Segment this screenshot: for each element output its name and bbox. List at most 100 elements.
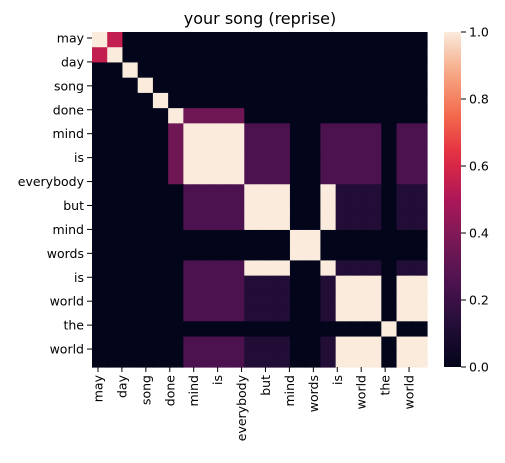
heatmap-cell <box>335 184 352 201</box>
heatmap-cell <box>259 199 276 216</box>
heatmap-cell <box>335 351 352 368</box>
heatmap-cell <box>244 47 261 64</box>
heatmap-cell <box>168 47 184 64</box>
heatmap-cell <box>305 336 322 353</box>
heatmap-cell <box>229 336 245 353</box>
heatmap-cell <box>152 62 169 79</box>
heatmap-cell <box>274 199 291 216</box>
heatmap-cell <box>396 290 413 307</box>
heatmap-cell <box>244 92 261 109</box>
heatmap-cell <box>152 336 169 353</box>
heatmap-cell <box>366 275 382 292</box>
heatmap-cell <box>244 62 261 79</box>
heatmap-cell <box>320 199 337 216</box>
heatmap-cell <box>229 92 245 109</box>
heatmap-cell <box>305 306 322 322</box>
heatmap-cell <box>366 321 382 338</box>
heatmap-cell <box>381 92 398 109</box>
heatmap-cell <box>152 123 169 140</box>
heatmap-cell <box>107 153 124 170</box>
heatmap-cell <box>381 321 398 338</box>
heatmap-cell <box>137 290 154 307</box>
heatmap-cell <box>259 47 276 64</box>
heatmap-cell <box>122 306 139 322</box>
heatmap-cell <box>137 47 154 64</box>
heatmap-cell <box>92 199 108 216</box>
heatmap-cell <box>152 275 169 292</box>
heatmap-cell <box>183 306 200 322</box>
heatmap-cell <box>168 260 184 277</box>
heatmap-cell <box>274 77 291 94</box>
heatmap-cell <box>259 336 276 353</box>
heatmap-cell <box>198 214 215 231</box>
heatmap-cell <box>366 199 382 216</box>
heatmap-cell <box>122 32 139 48</box>
heatmap-cell <box>396 184 413 201</box>
heatmap-cell <box>122 184 139 201</box>
heatmap-cell <box>92 229 108 246</box>
heatmap-cell <box>107 306 124 322</box>
heatmap-cell <box>396 77 413 94</box>
heatmap-cell <box>168 336 184 353</box>
heatmap-cell <box>213 275 230 292</box>
heatmap-cell <box>213 92 230 109</box>
heatmap-cell <box>137 77 154 94</box>
heatmap-cell <box>183 199 200 216</box>
x-tick-label: but <box>258 375 273 396</box>
heatmap-cell <box>335 138 352 155</box>
heatmap-cell <box>229 32 245 48</box>
heatmap-cell <box>183 108 200 124</box>
heatmap-cell <box>183 153 200 170</box>
heatmap-cell <box>122 245 139 262</box>
heatmap-cell <box>320 275 337 292</box>
heatmap-cell <box>274 306 291 322</box>
heatmap-cell <box>92 290 108 307</box>
heatmap-cell <box>335 153 352 170</box>
heatmap-cell <box>137 153 154 170</box>
heatmap-cell <box>213 260 230 277</box>
heatmap-cell <box>259 229 276 246</box>
heatmap-cell <box>396 47 413 64</box>
heatmap-cell <box>396 138 413 155</box>
heatmap-cell <box>350 229 367 246</box>
heatmap-cell <box>381 77 398 94</box>
heatmap-cell <box>320 321 337 338</box>
heatmap-cell <box>213 123 230 140</box>
heatmap-cell <box>350 92 367 109</box>
heatmap-cell <box>92 245 108 262</box>
heatmap-cell <box>411 32 428 48</box>
heatmap-cell <box>305 108 322 124</box>
heatmap-cell <box>289 229 306 246</box>
heatmap-cell <box>107 123 124 140</box>
heatmap-cell <box>152 306 169 322</box>
heatmap-cell <box>259 92 276 109</box>
heatmap-cell <box>335 336 352 353</box>
heatmap-cell <box>274 336 291 353</box>
heatmap-cell <box>213 138 230 155</box>
heatmap-cell <box>320 108 337 124</box>
heatmap-cell <box>198 77 215 94</box>
heatmap-cell <box>411 306 428 322</box>
x-tick-label: is <box>330 375 345 385</box>
heatmap-cell <box>350 321 367 338</box>
heatmap-cell <box>305 214 322 231</box>
heatmap-cell <box>183 351 200 368</box>
heatmap-cell <box>213 32 230 48</box>
heatmap-cell <box>107 214 124 231</box>
heatmap-cell <box>305 62 322 79</box>
heatmap-cell <box>229 351 245 368</box>
heatmap-cell <box>183 92 200 109</box>
heatmap-cell <box>289 245 306 262</box>
heatmap-cell <box>198 321 215 338</box>
heatmap-cell <box>198 92 215 109</box>
heatmap-cell <box>244 169 261 185</box>
heatmap-cell <box>244 290 261 307</box>
heatmap-cell <box>350 153 367 170</box>
heatmap-cell <box>305 245 322 262</box>
heatmap-cell <box>366 245 382 262</box>
heatmap-cell <box>122 199 139 216</box>
heatmap-cell <box>274 275 291 292</box>
heatmap-cell <box>305 77 322 94</box>
heatmap-cell <box>366 62 382 79</box>
